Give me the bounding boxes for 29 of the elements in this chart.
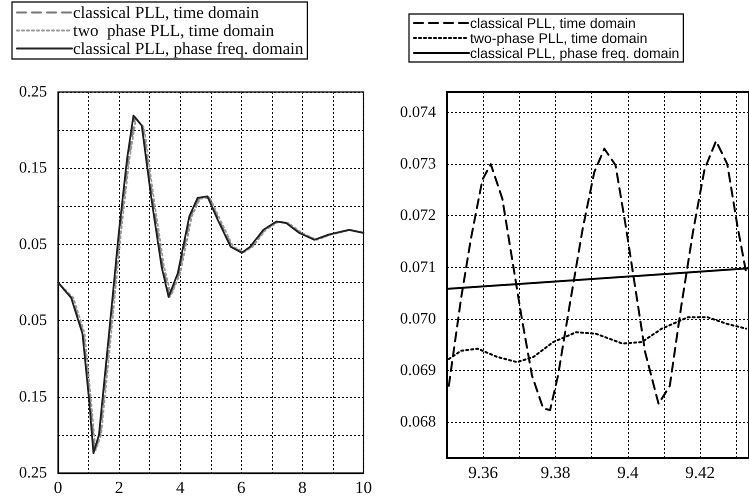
y-tick-label: 0.15 bbox=[19, 388, 47, 406]
y-tick-label: 0.05 bbox=[19, 312, 47, 330]
legend-label: two-phase PLL, time domain bbox=[470, 30, 648, 46]
legend-label: classical PLL, phase freq. domain bbox=[470, 45, 680, 61]
x-tick-label: 2 bbox=[114, 478, 124, 497]
y-tick-label: 0.05 bbox=[19, 236, 47, 253]
x-tick-label: 6 bbox=[237, 478, 246, 497]
x-tick-label: 9.4 bbox=[617, 463, 639, 482]
legend-label: classical PLL, time domain bbox=[73, 3, 260, 22]
y-tick-label: 0.069 bbox=[400, 362, 436, 379]
x-tick-label: 9.36 bbox=[468, 463, 498, 482]
y-tick-label: 0.15 bbox=[19, 160, 47, 177]
x-tick-label: 4 bbox=[176, 478, 185, 497]
y-tick-label: 0.070 bbox=[400, 310, 436, 328]
y-tick-label: 0.25 bbox=[19, 464, 47, 482]
x-tick-label: 9.42 bbox=[685, 463, 716, 482]
y-tick-label: 0.071 bbox=[400, 258, 436, 276]
legend-label: two phase PLL, time domain bbox=[73, 21, 275, 40]
x-tick-label: 10 bbox=[355, 478, 372, 497]
y-tick-label: 0.074 bbox=[400, 104, 436, 122]
legend-label: classical PLL, time domain bbox=[470, 15, 636, 31]
y-tick-label: 0.073 bbox=[400, 156, 436, 173]
x-tick-label: 8 bbox=[298, 478, 307, 497]
x-tick-label: 9.38 bbox=[540, 463, 570, 482]
y-tick-label: 0.072 bbox=[400, 207, 436, 224]
legend-label: classical PLL, phase freq. domain bbox=[73, 39, 304, 58]
y-tick-label: 0.25 bbox=[19, 84, 47, 100]
y-tick-label: 0.068 bbox=[400, 413, 436, 430]
x-tick-label: 0 bbox=[54, 478, 62, 497]
